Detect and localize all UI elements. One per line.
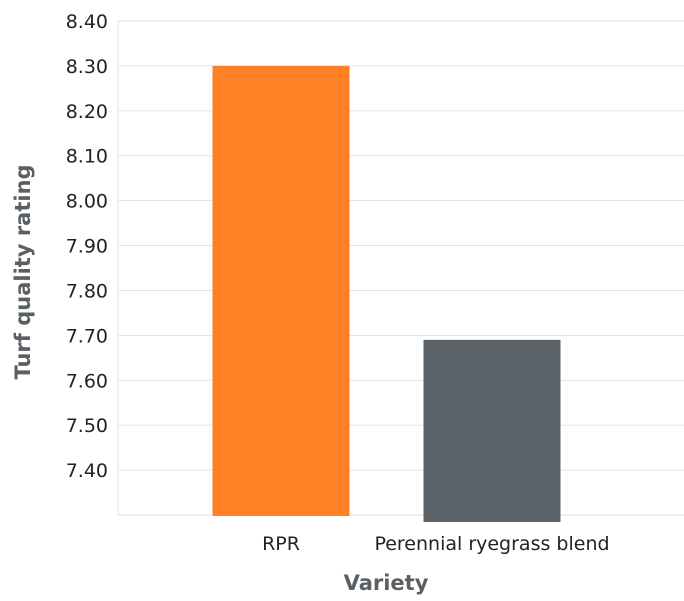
y-tick-label: 7.40 xyxy=(66,460,108,482)
y-tick-label: 8.00 xyxy=(66,191,108,213)
x-axis-title: Variety xyxy=(344,571,429,595)
y-tick-label: 7.90 xyxy=(66,236,108,258)
x-tick-labels: RPR Perennial ryegrass blend xyxy=(262,533,609,555)
y-tick-label: 8.10 xyxy=(66,146,108,168)
bars xyxy=(212,65,561,522)
y-tick-label: 7.70 xyxy=(66,325,108,347)
y-tick-label: 8.20 xyxy=(66,101,108,123)
y-tick-label: 7.50 xyxy=(66,415,108,437)
x-tick-label: RPR xyxy=(262,533,300,555)
gridlines xyxy=(117,20,684,516)
y-tick-labels: 8.40 8.30 8.20 8.10 8.00 7.90 7.80 7.70 7.60 7.50… xyxy=(66,11,108,482)
y-tick-label: 7.60 xyxy=(66,370,108,392)
bar-rpr xyxy=(212,65,350,516)
y-tick-label: 8.30 xyxy=(66,56,108,78)
y-tick-label: 8.40 xyxy=(66,11,108,33)
y-axis-title: Turf quality rating xyxy=(11,164,35,379)
x-tick-label: Perennial ryegrass blend xyxy=(374,533,609,555)
y-tick-label: 7.80 xyxy=(66,280,108,302)
bar-perennial-ryegrass-blend xyxy=(423,339,561,522)
